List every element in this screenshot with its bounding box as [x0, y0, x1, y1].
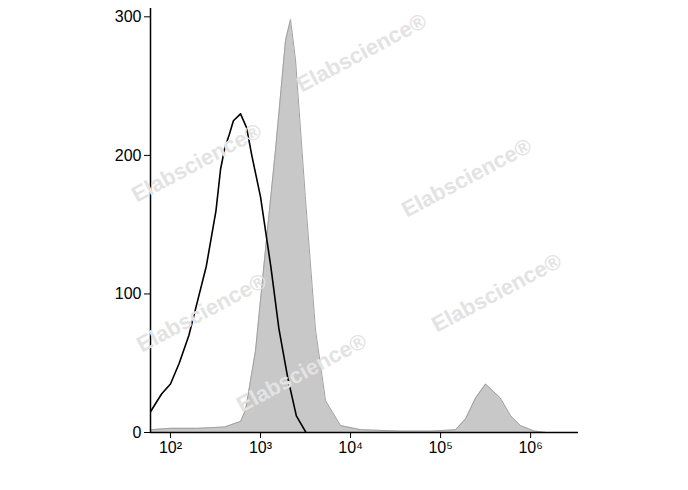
svg-text:0: 0	[133, 424, 142, 441]
svg-text:10⁶: 10⁶	[518, 439, 542, 456]
svg-text:10²: 10²	[159, 439, 183, 456]
svg-text:10⁵: 10⁵	[428, 439, 452, 456]
svg-text:300: 300	[115, 8, 142, 25]
svg-text:100: 100	[115, 285, 142, 302]
svg-text:10⁴: 10⁴	[338, 439, 363, 456]
svg-text:200: 200	[115, 146, 142, 163]
svg-text:10³: 10³	[249, 439, 273, 456]
